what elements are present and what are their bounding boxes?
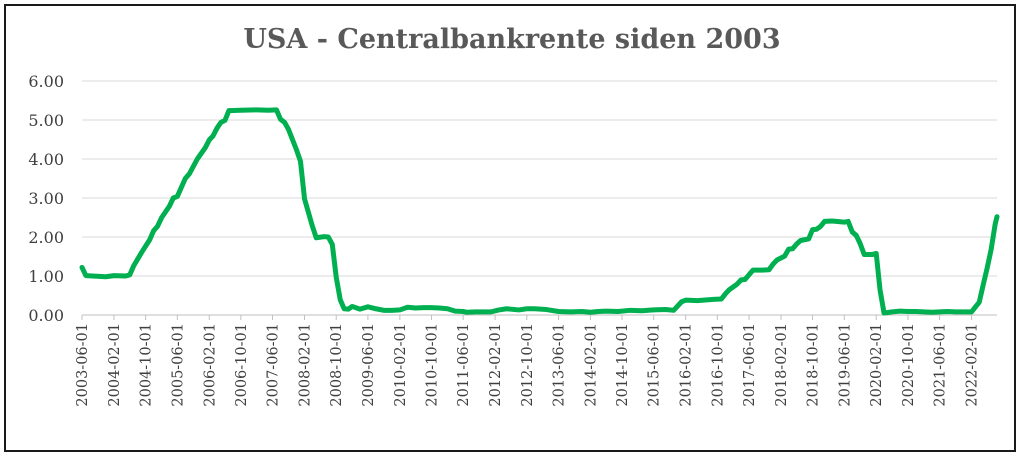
- x-tick-label: 2008-02-01: [298, 323, 314, 407]
- x-tick-label: 2016-10-01: [710, 323, 726, 407]
- x-tick-label: 2003-06-01: [75, 323, 91, 407]
- x-tick-label: 2010-02-01: [393, 323, 409, 407]
- x-tick-label: 2012-02-01: [488, 323, 504, 407]
- y-tick-label: 5.00: [28, 111, 64, 130]
- x-tick-label: 2019-06-01: [837, 323, 853, 407]
- gridlines: [82, 80, 997, 277]
- y-tick-label: 2.00: [28, 228, 64, 247]
- x-tick-label: 2006-10-01: [234, 323, 250, 407]
- series-line-fed-rate: [79, 107, 1000, 316]
- y-axis-tick-labels: 0.00 1.00 2.00 3.00 4.00 5.00 6.00: [28, 72, 64, 325]
- y-tick-label: 1.00: [28, 267, 64, 286]
- x-tick-label: 2015-06-01: [647, 323, 663, 407]
- y-tick-label: 3.00: [28, 189, 64, 208]
- x-axis-tick-labels: 2003-06-01 2004-02-01 2004-10-01 2005-06-01…: [75, 315, 981, 407]
- y-tick-label: 0.00: [28, 306, 64, 325]
- x-tick-label: 2014-02-01: [583, 323, 599, 407]
- x-tick-label: 2007-06-01: [266, 323, 282, 407]
- x-tick-label: 2014-10-01: [615, 323, 631, 407]
- x-tick-label: 2021-06-01: [933, 323, 949, 407]
- x-tick-label: 2005-06-01: [170, 323, 186, 407]
- x-tick-label: 2013-06-01: [551, 323, 567, 407]
- chart-frame: [4, 4, 1016, 452]
- x-tick-label: 2008-10-01: [329, 323, 345, 407]
- x-tick-label: 2018-10-01: [806, 323, 822, 407]
- x-tick-label: 2012-10-01: [520, 323, 536, 407]
- x-tick-label: 2020-10-01: [901, 323, 917, 407]
- x-tick-label: 2018-02-01: [774, 323, 790, 407]
- y-tick-label: 4.00: [28, 150, 64, 169]
- x-tick-label: 2004-10-01: [139, 323, 155, 407]
- x-tick-label: 2010-10-01: [424, 323, 440, 407]
- chart-title: USA - Centralbankrente siden 2003: [243, 24, 780, 55]
- x-tick-label: 2016-02-01: [679, 323, 695, 407]
- x-tick-label: 2004-02-01: [107, 323, 123, 407]
- x-tick-label: 2006-02-01: [202, 323, 218, 407]
- x-tick-label: 2020-02-01: [869, 323, 885, 407]
- y-tick-label: 6.00: [28, 72, 64, 91]
- x-tick-label: 2022-02-01: [965, 323, 981, 407]
- x-tick-label: 2009-06-01: [361, 323, 377, 407]
- x-tick-label: 2011-06-01: [456, 323, 472, 407]
- x-tick-label: 2017-06-01: [742, 323, 758, 407]
